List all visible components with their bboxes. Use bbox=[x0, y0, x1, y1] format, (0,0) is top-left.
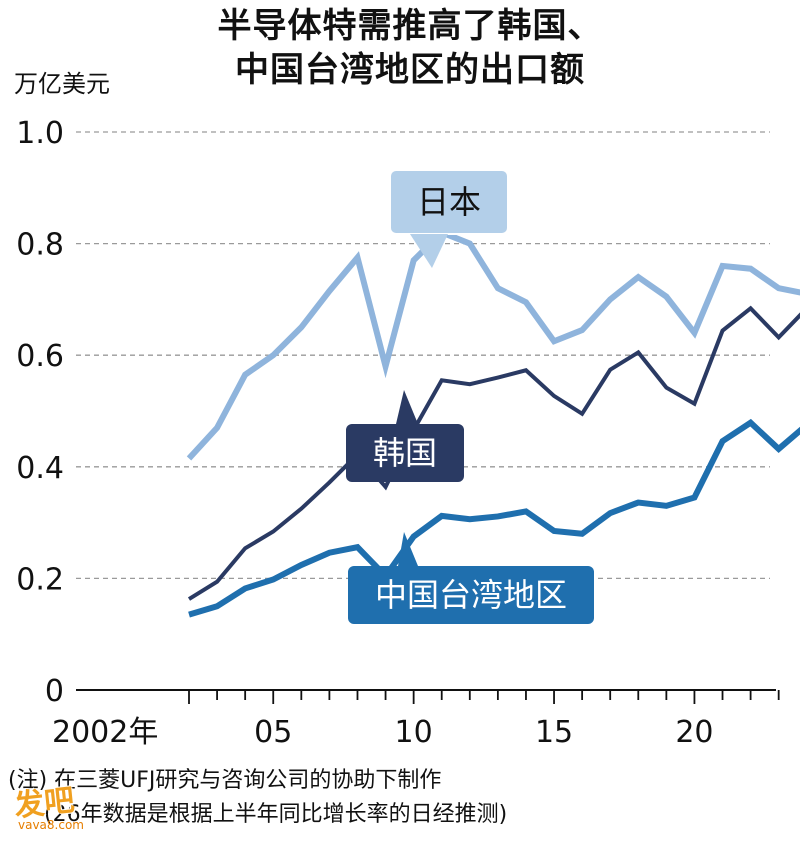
series-label-japan-pointer bbox=[410, 234, 448, 268]
series-label-taiwan-box bbox=[348, 566, 594, 624]
series-line-japan bbox=[186, 228, 800, 461]
x-tick-label: 15 bbox=[535, 715, 573, 750]
series-label-japan: 日本 bbox=[417, 183, 481, 221]
footnote-line-2: (26年数据是根据上半年同比增长率的日经推测) bbox=[44, 802, 508, 827]
x-tick-label: 20 bbox=[675, 715, 713, 750]
chart-title-line-2: 中国台湾地区的出口额 bbox=[235, 50, 585, 90]
y-tick-label: 1.0 bbox=[16, 116, 64, 151]
y-tick-label: 0 bbox=[45, 674, 64, 709]
series-label-korea-pointer bbox=[396, 390, 418, 424]
y-tick-label: 0.4 bbox=[16, 451, 64, 486]
series-line-taiwan bbox=[188, 418, 800, 618]
series-line-korea bbox=[187, 305, 800, 601]
series-label-korea-box bbox=[346, 424, 464, 482]
chart-title: 半导体特需推高了韩国、 中国台湾地区的出口额 bbox=[150, 4, 670, 92]
site-watermark: 发吧 vava8.com bbox=[6, 778, 96, 838]
y-tick-label: 0.6 bbox=[16, 339, 64, 374]
x-tick-label: 05 bbox=[254, 715, 292, 750]
chart-title-line-1: 半导体特需推高了韩国、 bbox=[217, 6, 603, 46]
y-tick-label: 0.8 bbox=[16, 228, 64, 263]
watermark-url: vava8.com bbox=[18, 818, 84, 832]
x-tick-label: 2002年 bbox=[52, 715, 158, 750]
y-axis-unit-label: 万亿美元 bbox=[14, 70, 110, 98]
series-label-korea: 韩国 bbox=[373, 434, 437, 472]
y-tick-label: 0.2 bbox=[16, 562, 64, 597]
series-label-taiwan-pointer bbox=[398, 532, 418, 566]
footnote-line-1: (注) 在三菱UFJ研究与咨询公司的协助下制作 bbox=[8, 768, 442, 793]
x-tick-label: 10 bbox=[395, 715, 433, 750]
series-label-taiwan: 中国台湾地区 bbox=[375, 576, 567, 614]
series-label-japan-box bbox=[389, 169, 509, 235]
